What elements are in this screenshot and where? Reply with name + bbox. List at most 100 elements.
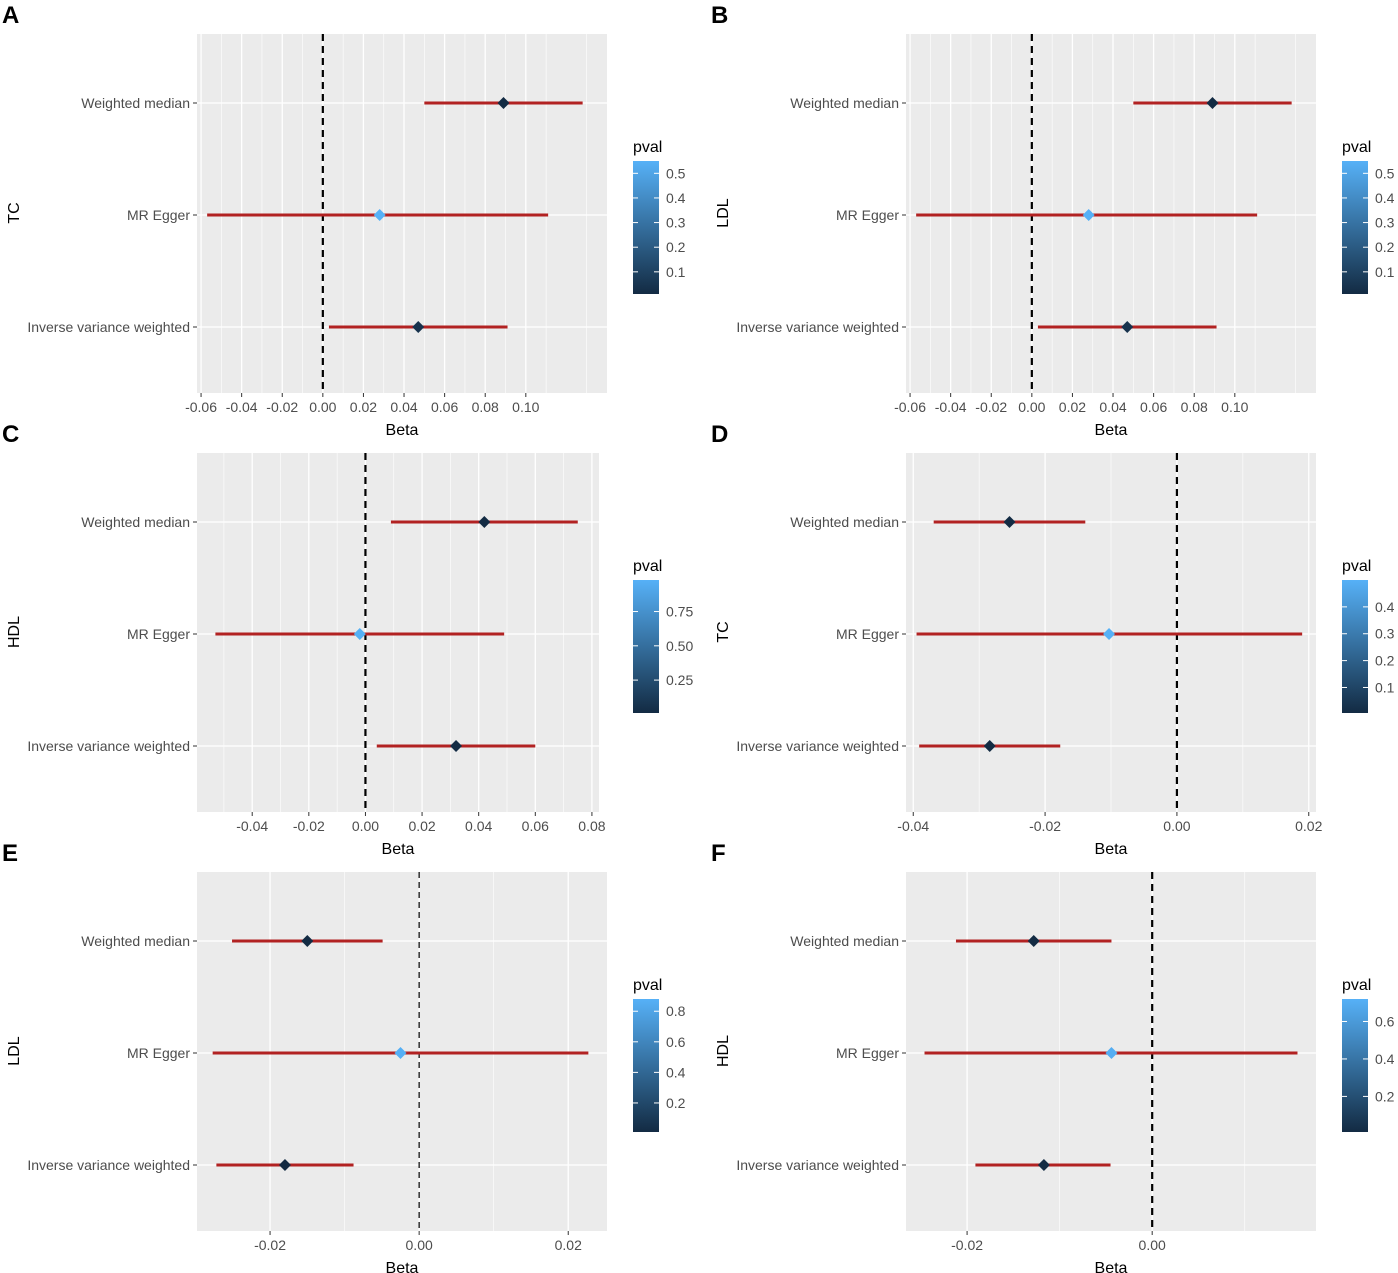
point-estimate — [1037, 1159, 1050, 1171]
x-tick-label: -0.02 — [293, 818, 325, 834]
x-tick-label: 0.04 — [1099, 399, 1126, 415]
point-estimate — [278, 1159, 291, 1171]
point-estimate — [1082, 209, 1095, 221]
category-label: Inverse variance weighted — [736, 738, 899, 754]
legend-tick-label: 0.5 — [1375, 165, 1395, 181]
x-axis-title: Beta — [386, 422, 419, 439]
category-label: Inverse variance weighted — [27, 319, 190, 335]
category-label: Inverse variance weighted — [27, 1157, 190, 1173]
legend-colorbar — [633, 999, 659, 1132]
legend-colorbar — [1342, 161, 1368, 294]
x-tick-label: -0.02 — [975, 399, 1007, 415]
x-tick-label: 0.02 — [1295, 818, 1322, 834]
pval-legend: pval 0.1 0.2 0.3 0.4 — [1342, 558, 1395, 713]
legend-tick-label: 0.75 — [666, 604, 693, 620]
legend-tick-label: 0.4 — [666, 190, 686, 206]
x-axis-title: Beta — [1095, 1260, 1128, 1273]
legend-tick-label: 0.50 — [666, 638, 693, 654]
x-axis-title: Beta — [1095, 841, 1128, 858]
x-tick-label: 0.00 — [406, 1237, 433, 1253]
panel-letter: C — [2, 421, 19, 448]
category-label: Inverse variance weighted — [736, 319, 899, 335]
pval-legend: pval 0.25 0.50 0.75 — [633, 558, 693, 713]
legend-tick-label: 0.2 — [1375, 1088, 1395, 1104]
x-tick-label: -0.06 — [185, 399, 217, 415]
x-axis-title: Beta — [386, 1260, 419, 1273]
point-estimate — [1121, 321, 1134, 333]
x-axis-title: Beta — [382, 841, 415, 858]
point-estimate — [301, 935, 314, 947]
panel-letter: E — [2, 840, 18, 867]
panel-A: A-0.06 -0.04 -0.02 0.00 0.02 0.04 0.06 0.08 0.10… — [2, 2, 686, 439]
point-estimate — [394, 1047, 407, 1059]
pval-legend: pval 0.1 0.2 0.3 0.4 0.5 — [633, 139, 686, 294]
y-axis-title: TC — [715, 621, 732, 642]
point-estimate — [1027, 935, 1040, 947]
y-axis-title: HDL — [715, 1035, 732, 1067]
x-tick-label: -0.04 — [226, 399, 258, 415]
legend-tick-label: 0.4 — [1375, 190, 1395, 206]
category-label: Weighted median — [790, 95, 899, 111]
point-estimate — [1206, 97, 1219, 109]
legend-colorbar — [1342, 580, 1368, 713]
panel-D: D -0.04 -0.02 0.00 0.02 Weighted median MR Egg… — [711, 421, 1395, 858]
x-tick-label: 0.00 — [1139, 1237, 1166, 1253]
point-estimate — [1105, 1047, 1118, 1059]
x-tick-label: -0.04 — [236, 818, 268, 834]
category-label: Weighted median — [81, 933, 190, 949]
legend-title: pval — [1342, 558, 1371, 575]
category-label: Weighted median — [790, 514, 899, 530]
legend-tick-label: 0.1 — [1375, 679, 1395, 695]
x-tick-label: -0.02 — [254, 1237, 286, 1253]
point-estimate — [478, 516, 491, 528]
category-label: Inverse variance weighted — [27, 738, 190, 754]
category-label: MR Egger — [127, 626, 190, 642]
legend-tick-label: 0.6 — [1375, 1013, 1395, 1029]
x-tick-label: 0.06 — [431, 399, 458, 415]
category-label: MR Egger — [836, 1045, 899, 1061]
x-tick-label: 0.10 — [512, 399, 539, 415]
x-tick-label: 0.00 — [309, 399, 336, 415]
x-tick-label: 0.00 — [1018, 399, 1045, 415]
category-label: MR Egger — [127, 207, 190, 223]
legend-tick-label: 0.2 — [1375, 653, 1395, 669]
panel-letter: B — [711, 2, 728, 29]
legend-tick-label: 0.3 — [1375, 626, 1395, 642]
panel-letter: A — [2, 2, 19, 29]
x-tick-label: 0.00 — [352, 818, 379, 834]
x-tick-label: -0.02 — [1029, 818, 1061, 834]
panel-E: E -0.02 0.00 0.02 Weighted median MR Egger Inv… — [2, 840, 686, 1273]
point-estimate — [412, 321, 425, 333]
legend-tick-label: 0.4 — [1375, 599, 1395, 615]
legend-tick-label: 0.25 — [666, 672, 693, 688]
category-label: Inverse variance weighted — [736, 1157, 899, 1173]
x-tick-label: 0.02 — [1059, 399, 1086, 415]
legend-tick-label: 0.4 — [666, 1064, 686, 1080]
legend-title: pval — [633, 558, 662, 575]
legend-tick-label: 0.1 — [1375, 264, 1395, 280]
x-tick-label: 0.06 — [1140, 399, 1167, 415]
y-axis-title: LDL — [6, 1036, 23, 1065]
y-axis-title: HDL — [6, 616, 23, 648]
panel-letter: D — [711, 421, 728, 448]
x-tick-label: 0.02 — [555, 1237, 582, 1253]
x-tick-label: -0.06 — [894, 399, 926, 415]
point-estimate — [497, 97, 510, 109]
panel-letter: F — [711, 840, 726, 867]
legend-colorbar — [1342, 999, 1368, 1132]
panel-F: F -0.02 0.00 Weighted median MR Egger Inverse… — [711, 840, 1395, 1273]
category-label: Weighted median — [81, 514, 190, 530]
legend-tick-label: 0.2 — [666, 1095, 686, 1111]
x-tick-label: -0.02 — [951, 1237, 983, 1253]
category-label: MR Egger — [836, 207, 899, 223]
point-estimate — [1003, 516, 1016, 528]
x-tick-label: 0.08 — [472, 399, 499, 415]
x-tick-label: 0.00 — [1163, 818, 1190, 834]
point-estimate — [1103, 628, 1116, 640]
category-label: Weighted median — [81, 95, 190, 111]
legend-tick-label: 0.5 — [666, 165, 686, 181]
y-axis-title: TC — [6, 202, 23, 223]
legend-title: pval — [633, 977, 662, 994]
legend-colorbar — [633, 161, 659, 294]
x-tick-label: -0.04 — [935, 399, 967, 415]
